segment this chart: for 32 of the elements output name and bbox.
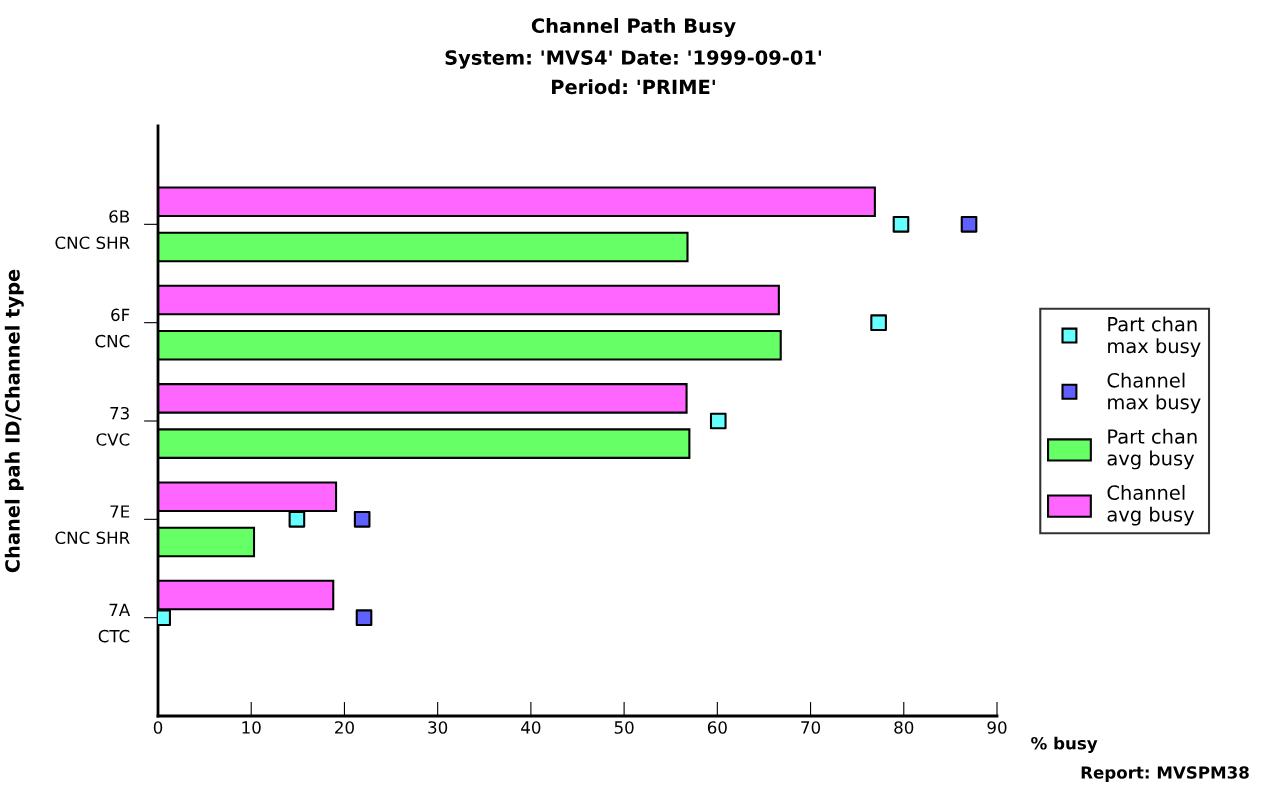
y-tick-label: 73 CVC — [96, 406, 130, 446]
x-tick-label: 80 — [894, 721, 914, 734]
x-tick-label: 60 — [707, 721, 727, 734]
x-tick-label: 70 — [801, 721, 821, 734]
point — [353, 511, 371, 528]
x-tick-label: 20 — [335, 721, 354, 734]
legend-label: Channel avg busy — [1107, 484, 1195, 526]
x-tick-label: 40 — [521, 721, 541, 734]
legend-label: Part chan max busy — [1108, 316, 1201, 358]
y-tick-label: 6F CNC — [95, 308, 130, 348]
y-tick-label: 6B CNC SHR — [55, 210, 130, 250]
point — [288, 511, 306, 528]
x-tick-label: 30 — [428, 721, 448, 734]
point — [960, 216, 978, 233]
text: Report: MVSPM38 — [1081, 766, 1249, 782]
y-axis-title: Chanel pah ID/Channel type — [4, 269, 24, 573]
x-tick-label: 90 — [987, 721, 1007, 734]
legend-label: Part chan avg busy — [1107, 428, 1197, 470]
legend-label: Channel max busy — [1107, 372, 1201, 414]
point — [158, 609, 171, 626]
x-tick-label: 0 — [153, 721, 163, 734]
chart-title: Channel Path Busy — [531, 18, 736, 37]
point — [709, 412, 727, 430]
y-tick-label: 7E CNC SHR — [55, 505, 130, 545]
x-tick-label: 10 — [242, 721, 261, 734]
point — [355, 609, 373, 626]
point — [892, 216, 910, 233]
point — [870, 314, 887, 331]
y-tick-label: 7A CTC — [98, 603, 131, 643]
x-tick-label: 50 — [614, 721, 634, 734]
chart-subtitle: System: 'MVS4' Date: '1999-09-01' Period: 'PRIME' — [445, 50, 822, 95]
x-axis-title: % busy — [1031, 736, 1098, 753]
